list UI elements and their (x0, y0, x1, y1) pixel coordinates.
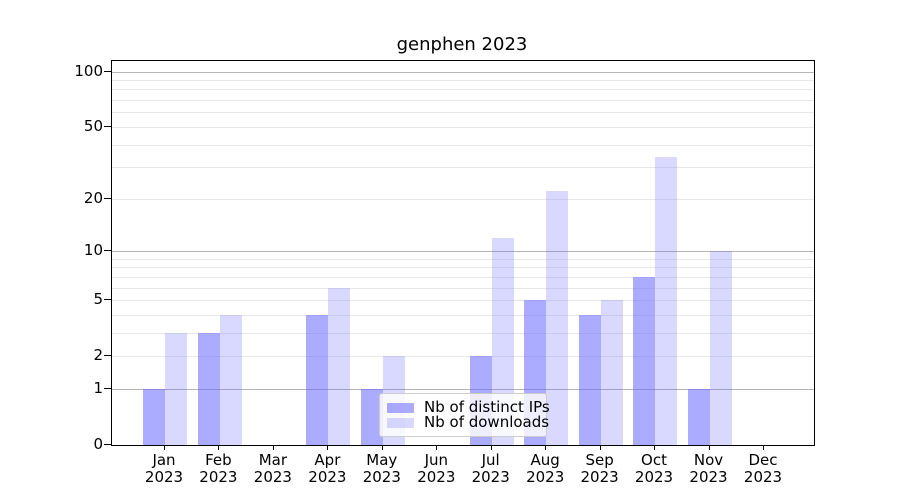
gridline-minor-4 (112, 314, 814, 316)
gridline-minor-9 (112, 258, 814, 260)
x-tick-sep (599, 445, 601, 450)
gridline-minor-30 (112, 167, 814, 169)
x-tick-label-sep: Sep 2023 (580, 451, 619, 486)
x-tick-apr (327, 445, 329, 450)
chart-title: genphen 2023 (396, 34, 528, 55)
y-tick-label-10: 10 (83, 241, 103, 259)
legend: Nb of distinct IPs Nb of downloads (379, 393, 550, 437)
x-tick-label-jul: Jul 2023 (471, 451, 510, 486)
bar-sep-downloads (600, 300, 623, 445)
legend-swatch-distinct-ips (387, 402, 414, 413)
y-tick-label-0: 0 (93, 435, 103, 453)
x-tick-label-apr: Apr 2023 (308, 451, 347, 486)
y-tick-label-20: 20 (83, 188, 103, 207)
x-tick-label-jan: Jan 2023 (144, 451, 184, 486)
x-tick-label-may: May 2023 (362, 451, 401, 486)
gridline-minor-20 (112, 198, 814, 200)
legend-label-downloads: Nb of downloads (424, 413, 550, 431)
x-tick-aug (545, 445, 547, 450)
y-tick-label-2: 2 (93, 346, 103, 365)
x-tick-feb (218, 445, 220, 450)
gridline-major-10 (112, 251, 814, 252)
gridline-minor-2 (112, 356, 814, 358)
y-tick-100 (104, 70, 111, 72)
x-tick-jun (436, 445, 438, 450)
gridline-major-1 (112, 388, 814, 390)
x-tick-label-mar: Mar 2023 (253, 451, 292, 486)
gridline-minor-80 (112, 89, 814, 91)
y-tick-10 (104, 250, 111, 251)
bar-jan-downloads (165, 332, 187, 445)
x-tick-nov (708, 445, 710, 450)
gridline-minor-90 (112, 80, 814, 81)
y-tick-5 (104, 299, 111, 300)
bar-feb-distinct-ips (197, 332, 220, 445)
y-tick-50 (104, 125, 111, 127)
gridline-major-100 (112, 71, 814, 73)
y-tick-label-1: 1 (93, 378, 103, 397)
legend-item-distinct-ips: Nb of distinct IPs (387, 400, 550, 415)
bar-nov-downloads (709, 251, 732, 445)
x-tick-dec (763, 445, 764, 450)
y-tick-2 (104, 355, 111, 357)
x-tick-label-aug: Aug 2023 (526, 451, 565, 486)
x-tick-label-feb: Feb 2023 (199, 451, 238, 486)
bar-nov-distinct-ips (687, 388, 710, 445)
bar-oct-distinct-ips (633, 276, 655, 445)
y-tick-1 (104, 387, 111, 389)
y-tick-0 (104, 444, 111, 445)
bar-may-distinct-ips (360, 388, 383, 445)
bar-jan-distinct-ips (143, 388, 165, 445)
gridline-minor-3 (112, 332, 814, 334)
x-tick-label-dec: Dec 2023 (743, 451, 783, 486)
legend-item-downloads: Nb of downloads (387, 415, 549, 430)
gridline-minor-8 (112, 267, 814, 269)
y-tick-label-100: 100 (74, 61, 103, 80)
gridline-minor-60 (112, 112, 814, 114)
bar-oct-downloads (655, 157, 677, 445)
legend-swatch-downloads (387, 417, 414, 428)
x-tick-label-jun: Jun 2023 (417, 451, 456, 486)
bar-sep-distinct-ips (578, 314, 601, 445)
x-tick-jan (164, 445, 165, 450)
bar-apr-downloads (328, 287, 351, 445)
y-tick-20 (104, 197, 111, 199)
x-tick-mar (272, 445, 274, 450)
legend-label-distinct-ips: Nb of distinct IPs (424, 398, 550, 416)
x-tick-jul (490, 445, 492, 450)
x-tick-may (381, 445, 383, 450)
plot-area: Nb of distinct IPs Nb of downloads (111, 60, 815, 446)
gridline-minor-40 (112, 144, 814, 146)
x-tick-label-nov: Nov 2023 (689, 451, 728, 486)
bar-apr-distinct-ips (306, 314, 329, 445)
x-tick-label-oct: Oct 2023 (634, 451, 674, 486)
y-tick-label-5: 5 (93, 290, 103, 308)
x-tick-oct (654, 445, 655, 450)
bar-feb-downloads (219, 314, 242, 445)
gridline-minor-5 (112, 300, 814, 301)
gridline-minor-6 (112, 287, 814, 289)
gridline-minor-7 (112, 276, 814, 278)
gridline-minor-70 (112, 100, 814, 102)
y-tick-label-50: 50 (83, 116, 103, 135)
bar-aug-downloads (546, 191, 569, 445)
gridline-minor-50 (112, 126, 814, 128)
